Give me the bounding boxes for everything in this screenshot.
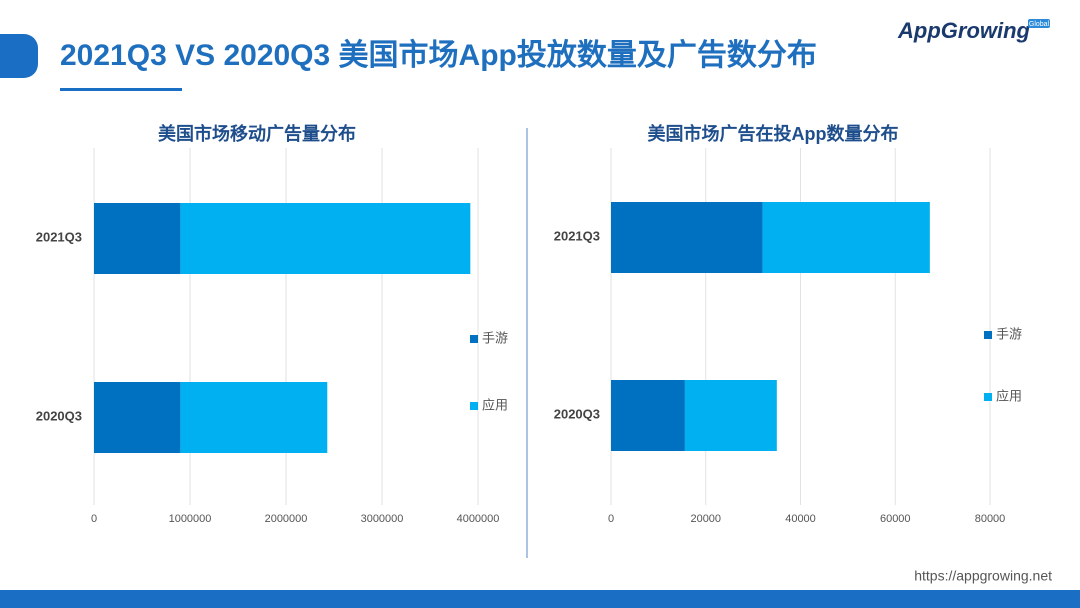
bar-segment: [180, 382, 328, 453]
x-tick-label: 80000: [975, 513, 1006, 525]
y-tick-label: 2020Q3: [554, 406, 600, 421]
legend-swatch: [984, 331, 992, 339]
title-tab: [0, 34, 38, 78]
x-tick-label: 4000000: [457, 513, 500, 525]
bar-segment: [611, 202, 763, 273]
x-tick-label: 40000: [785, 513, 816, 525]
logo: AppGrowing: [897, 18, 1031, 43]
legend-swatch: [470, 402, 478, 410]
chart-title: 美国市场移动广告量分布: [158, 123, 356, 144]
x-tick-label: 0: [91, 513, 97, 525]
chart-title: 美国市场广告在投App数量分布: [648, 123, 899, 144]
logo-badge: Global: [1029, 21, 1050, 28]
x-tick-label: 0: [608, 513, 614, 525]
x-tick-label: 20000: [690, 513, 721, 525]
bar-segment: [762, 202, 930, 273]
footer-url: https://appgrowing.net: [914, 568, 1052, 584]
legend-label: 应用: [482, 397, 508, 412]
legend-swatch: [470, 335, 478, 343]
legend-swatch: [984, 393, 992, 401]
legend-label: 应用: [996, 388, 1022, 403]
y-tick-label: 2021Q3: [554, 228, 600, 243]
title-underline: [60, 88, 182, 91]
legend-label: 手游: [482, 330, 508, 345]
x-tick-label: 1000000: [169, 513, 212, 525]
bar-segment: [611, 380, 685, 451]
legend-label: 手游: [996, 326, 1022, 341]
y-tick-label: 2021Q3: [36, 229, 82, 244]
x-tick-label: 3000000: [361, 513, 404, 525]
footer-bar: [0, 590, 1080, 608]
bar-segment: [684, 380, 777, 451]
logo-badge-bg: [1028, 19, 1050, 28]
y-tick-label: 2020Q3: [36, 408, 82, 423]
slide-title: 2021Q3 VS 2020Q3 美国市场App投放数量及广告数分布: [60, 38, 817, 72]
bar-segment: [94, 203, 181, 274]
bar-segment: [94, 382, 181, 453]
x-tick-label: 60000: [880, 513, 911, 525]
bar-segment: [180, 203, 471, 274]
x-tick-label: 2000000: [265, 513, 308, 525]
